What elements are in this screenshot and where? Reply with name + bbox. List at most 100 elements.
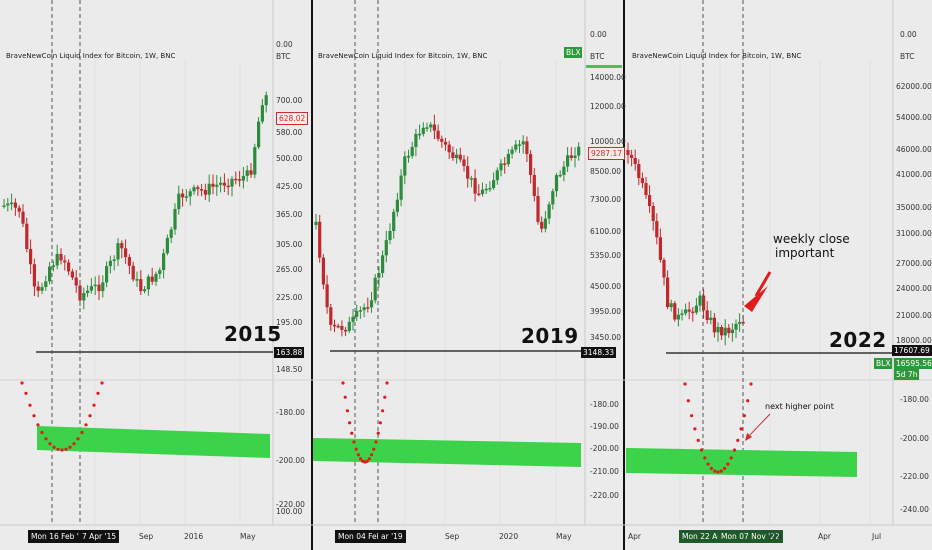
panel3-osc-tick-220: -220.00 [900, 472, 929, 481]
p1-osc-dot-13 [72, 442, 76, 446]
p1-candle-67 [257, 121, 261, 148]
p3-candle-31 [738, 321, 742, 324]
p1-candle-16 [63, 260, 67, 263]
p2-candle-11 [355, 310, 359, 317]
p1-candle-8 [32, 264, 36, 287]
panel1-tick-700: 700.00 [276, 96, 303, 105]
p3-osc-dot-11 [719, 469, 723, 473]
p1-candle-69 [264, 95, 268, 106]
p1-candle-12 [48, 266, 52, 282]
p3-candle-20 [698, 295, 702, 306]
p2-candle-31 [429, 124, 433, 128]
p2-candle-65 [554, 175, 559, 192]
p2-candle-37 [451, 152, 455, 159]
p1-candle-50 [192, 187, 196, 192]
p2-candle-42 [469, 178, 473, 180]
p2-osc-dot-2 [345, 409, 349, 413]
p2-candle-24 [403, 156, 407, 176]
p1-candle-55 [211, 183, 215, 187]
p3-osc-dot-6 [703, 456, 707, 460]
p2-candle-58 [529, 154, 533, 176]
p2-candle-48 [492, 180, 496, 189]
p3-osc-dot-3 [693, 427, 697, 431]
p1-candle-32 [124, 248, 128, 258]
panel2-osc-tick-180: -180.00 [590, 400, 619, 409]
panel2-tick-6100: 6100.00 [590, 227, 622, 236]
p1-candle-43 [165, 237, 169, 254]
p2-osc-dot-1 [343, 395, 347, 399]
p1-candle-24 [93, 284, 97, 287]
p1-candle-59 [226, 185, 230, 188]
panel2-tick-3950: 3950.00 [590, 307, 622, 316]
p3-candle-9 [658, 237, 662, 260]
p1-candle-0 [2, 205, 6, 207]
p1-osc-dot-0 [20, 381, 24, 385]
panel3-osc-tick-200: -200.00 [900, 434, 929, 443]
p3-candle-29 [730, 329, 734, 334]
panel3-tick-0: 0.00 [900, 30, 917, 39]
panel2-title: BraveNewCoin Liquid Index for Bitcoin, 1… [318, 52, 488, 60]
p2-osc-dot-5 [352, 440, 356, 444]
p3-osc-dot-9 [713, 469, 717, 473]
p1-candle-65 [249, 170, 253, 175]
p2-osc-dot-20 [385, 381, 389, 385]
panel3-time-tick-23: '23 [770, 532, 782, 541]
p2-candle-14 [366, 307, 370, 309]
p1-candle-46 [177, 193, 181, 210]
annotation-weekly-close: weekly close [773, 232, 850, 246]
p2-osc-dot-14 [372, 447, 376, 451]
panel2-tick-10000: 10000.00 [590, 137, 626, 146]
p2-candle-5 [332, 324, 337, 327]
p3-osc-dot-16 [736, 438, 740, 442]
p2-candle-9 [347, 321, 351, 331]
p3-osc-dot-20 [749, 382, 753, 386]
p1-candle-38 [146, 276, 150, 290]
p2-candle-34 [440, 138, 444, 142]
p1-osc-dot-14 [76, 437, 80, 441]
p2-candle-0 [314, 221, 318, 225]
p2-candle-13 [362, 307, 366, 311]
p3-osc-dot-10 [716, 470, 720, 474]
panel3-tick-62000: 62000.00 [896, 82, 932, 91]
p2-candle-57 [525, 141, 529, 155]
panel1-axis-unit: BTC [276, 52, 291, 61]
p3-candle-25 [716, 326, 720, 333]
p1-candle-60 [230, 178, 234, 187]
p1-osc-dot-5 [40, 430, 44, 435]
p1-candle-57 [219, 182, 223, 185]
p2-candle-52 [506, 153, 510, 165]
p2-candle-27 [414, 133, 418, 147]
panel1-tick-0: 0.00 [276, 40, 293, 49]
panel2-blx-tag: BLX [564, 47, 583, 58]
panel3-blx-tag: BLX [874, 358, 893, 369]
p1-osc-dot-7 [48, 442, 52, 446]
p3-candle-28 [727, 327, 731, 334]
panel2-tick-8500: 8500.00 [590, 167, 622, 176]
p1-candle-39 [150, 276, 154, 282]
panel1-tick-305: 305.00 [276, 240, 303, 249]
panel2-tick-4500: 4500.00 [590, 282, 622, 291]
panel3-support-price-tag: 17607.69 [892, 345, 932, 356]
p1-candle-1 [6, 203, 10, 206]
panel3-time-tick-apr: Apr [628, 532, 641, 541]
panel3-tick-18000: 18000.00 [896, 336, 932, 345]
panel1-osc-tick-220: -220.00 [276, 500, 305, 509]
p1-candle-42 [162, 253, 166, 271]
p2-candle-32 [432, 124, 436, 131]
p2-candle-26 [410, 146, 414, 156]
panel1-time-tick-may: May [240, 532, 256, 541]
panel2-osc-tick-210: -210.00 [590, 467, 619, 476]
p2-candle-62 [543, 218, 547, 229]
p3-candle-7 [651, 206, 655, 221]
panel2-tick-7300: 7300.00 [590, 195, 622, 204]
p3-candle-16 [684, 309, 688, 314]
p2-osc-dot-16 [376, 431, 380, 435]
p2-candle-30 [425, 127, 429, 129]
p3-candle-23 [709, 317, 713, 321]
p2-candle-6 [336, 325, 340, 328]
p1-candle-17 [67, 262, 71, 272]
p2-candle-51 [503, 163, 507, 165]
panel2-current-price-tag: 9287.17 [588, 147, 626, 160]
panel2-year-label: 2019 [521, 324, 579, 348]
panel2-tick-14000: 14000.00 [590, 73, 626, 82]
